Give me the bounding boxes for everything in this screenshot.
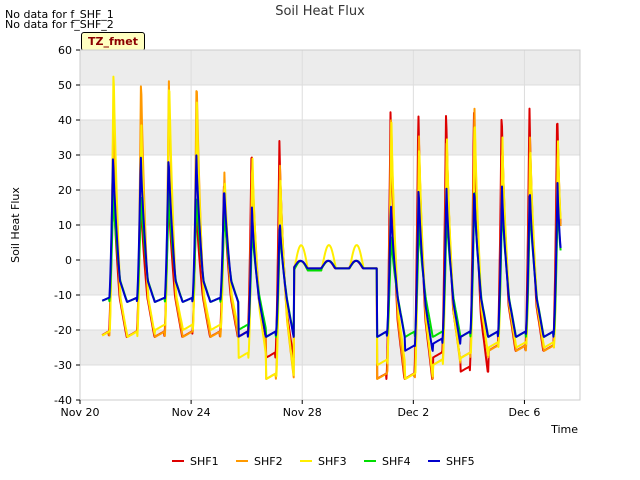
y-tick-label: -10 <box>54 289 72 302</box>
background-band-0 <box>80 330 580 365</box>
y-tick-label: 40 <box>58 114 72 127</box>
y-tick-label: -30 <box>54 359 72 372</box>
background-band-1 <box>80 260 580 295</box>
legend-label-shf4: SHF4 <box>382 455 411 468</box>
x-tick-label: Dec 6 <box>509 406 541 419</box>
y-tick-label: 10 <box>58 219 72 232</box>
y-tick-label: 20 <box>58 184 72 197</box>
y-tick-label: -20 <box>54 324 72 337</box>
legend-label-shf5: SHF5 <box>446 455 475 468</box>
chart-title: Soil Heat Flux <box>275 4 365 19</box>
x-axis-label: Time <box>550 423 578 436</box>
y-tick-label: 30 <box>58 149 72 162</box>
background-band-4 <box>80 50 580 85</box>
x-tick-label: Nov 28 <box>283 406 322 419</box>
series-line-shf3 <box>101 75 562 380</box>
x-tick-label: Dec 2 <box>397 406 429 419</box>
series-line-shf5 <box>101 154 562 352</box>
no-data-note-2: No data for f_SHF_2 <box>5 18 114 31</box>
legend-label-shf3: SHF3 <box>318 455 347 468</box>
legend-label-shf2: SHF2 <box>254 455 283 468</box>
y-axis-label: Soil Heat Flux <box>9 187 22 263</box>
y-tick-label: 0 <box>65 254 72 267</box>
x-tick-label: Nov 20 <box>61 406 100 419</box>
background-band-3 <box>80 120 580 155</box>
no-data-note-1: No data for f_SHF_1 <box>5 8 114 21</box>
x-tick-label: Nov 24 <box>172 406 211 419</box>
legend-label-shf1: SHF1 <box>190 455 219 468</box>
tz-label-box: TZ_fmet <box>81 32 145 51</box>
y-tick-label: 60 <box>58 44 72 57</box>
background-band-2 <box>80 190 580 225</box>
y-tick-label: 50 <box>58 79 72 92</box>
y-tick-label: -40 <box>54 394 72 407</box>
